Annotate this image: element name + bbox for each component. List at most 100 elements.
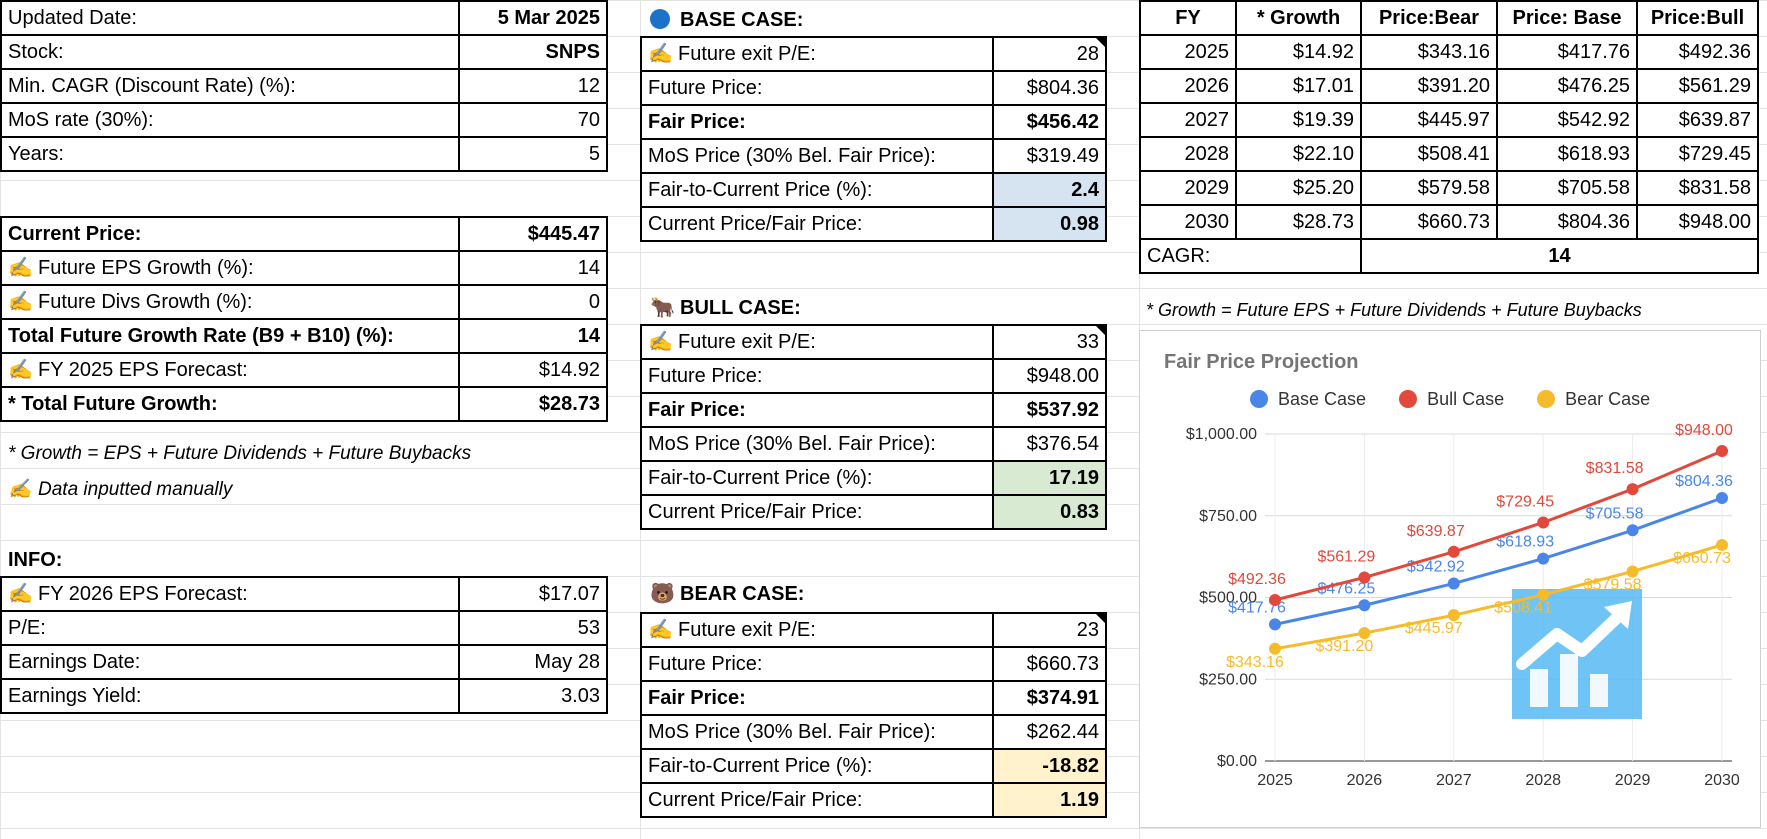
label-cell[interactable]: Current Price/Fair Price: <box>640 206 994 242</box>
label-cell[interactable]: Current Price/Fair Price: <box>640 494 994 530</box>
exit-pe-cell[interactable]: 23 <box>992 612 1107 648</box>
column-header[interactable]: FY <box>1139 0 1237 36</box>
bull-price-cell[interactable]: $561.29 <box>1636 68 1759 104</box>
base-price-cell[interactable]: $476.25 <box>1496 68 1638 104</box>
label-cell[interactable]: ✍ FY 2025 EPS Forecast: <box>0 352 460 388</box>
growth-cell[interactable]: $22.10 <box>1235 136 1362 172</box>
value-cell[interactable]: $456.42 <box>992 104 1107 140</box>
growth-cell[interactable]: $25.20 <box>1235 170 1362 206</box>
label-cell[interactable]: P/E: <box>0 610 460 646</box>
label-cell[interactable]: Fair-to-Current Price (%): <box>640 172 994 208</box>
label-cell[interactable]: MoS Price (30% Bel. Fair Price): <box>640 426 994 462</box>
value-cell[interactable]: 2.4 <box>992 172 1107 208</box>
label-cell[interactable]: Updated Date: <box>0 0 460 36</box>
year-cell[interactable]: 2025 <box>1139 34 1237 70</box>
year-cell[interactable]: 2026 <box>1139 68 1237 104</box>
year-cell[interactable]: 2027 <box>1139 102 1237 138</box>
label-cell[interactable]: * Total Future Growth: <box>0 386 460 422</box>
bull-price-cell[interactable]: $492.36 <box>1636 34 1759 70</box>
column-header[interactable]: * Growth <box>1235 0 1362 36</box>
base-price-cell[interactable]: $618.93 <box>1496 136 1638 172</box>
legend-item-bear[interactable]: Bear Case <box>1537 389 1650 409</box>
bear-price-cell[interactable]: $391.20 <box>1360 68 1498 104</box>
column-header[interactable]: Price:Bull <box>1636 0 1759 36</box>
growth-cell[interactable]: $17.01 <box>1235 68 1362 104</box>
growth-cell[interactable]: $28.73 <box>1235 204 1362 240</box>
base-price-cell[interactable]: $417.76 <box>1496 34 1638 70</box>
base-price-cell[interactable]: $804.36 <box>1496 204 1638 240</box>
year-cell[interactable]: 2029 <box>1139 170 1237 206</box>
bull-price-cell[interactable]: $729.45 <box>1636 136 1759 172</box>
value-cell[interactable]: $374.91 <box>992 680 1107 716</box>
label-cell[interactable]: Earnings Yield: <box>0 678 460 714</box>
growth-cell[interactable]: $19.39 <box>1235 102 1362 138</box>
label-cell[interactable]: Future Price: <box>640 70 994 106</box>
exit-pe-cell[interactable]: 33 <box>992 324 1107 360</box>
label-cell[interactable]: Fair-to-Current Price (%): <box>640 748 994 784</box>
value-cell[interactable]: $28.73 <box>458 386 608 422</box>
value-cell[interactable]: May 28 <box>458 644 608 680</box>
bear-price-cell[interactable]: $660.73 <box>1360 204 1498 240</box>
label-cell[interactable]: Future Price: <box>640 646 994 682</box>
value-cell[interactable]: $376.54 <box>992 426 1107 462</box>
value-cell[interactable]: 0.83 <box>992 494 1107 530</box>
year-cell[interactable]: 2028 <box>1139 136 1237 172</box>
legend-item-bull[interactable]: Bull Case <box>1399 389 1504 409</box>
label-cell[interactable]: Years: <box>0 136 460 172</box>
column-header[interactable]: Price: Base <box>1496 0 1638 36</box>
value-cell[interactable]: $262.44 <box>992 714 1107 750</box>
bull-price-cell[interactable]: $639.87 <box>1636 102 1759 138</box>
value-cell[interactable]: $804.36 <box>992 70 1107 106</box>
value-cell[interactable]: 1.19 <box>992 782 1107 818</box>
label-cell[interactable]: Current Price/Fair Price: <box>640 782 994 818</box>
base-price-cell[interactable]: $542.92 <box>1496 102 1638 138</box>
stock-cell[interactable]: SNPS <box>458 34 608 70</box>
value-cell[interactable]: $319.49 <box>992 138 1107 174</box>
label-cell[interactable]: MoS Price (30% Bel. Fair Price): <box>640 714 994 750</box>
label-cell[interactable]: Fair Price: <box>640 104 994 140</box>
growth-cell[interactable]: $14.92 <box>1235 34 1362 70</box>
value-cell[interactable]: 0 <box>458 284 608 320</box>
cagr-label[interactable]: CAGR: <box>1139 238 1362 274</box>
bull-price-cell[interactable]: $831.58 <box>1636 170 1759 206</box>
label-cell[interactable]: Fair Price: <box>640 680 994 716</box>
label-cell[interactable]: MoS rate (30%): <box>0 102 460 138</box>
exit-pe-cell[interactable]: 28 <box>992 36 1107 72</box>
year-cell[interactable]: 2030 <box>1139 204 1237 240</box>
label-cell[interactable]: ✍ Future exit P/E: <box>640 36 994 72</box>
value-cell[interactable]: $537.92 <box>992 392 1107 428</box>
label-cell[interactable]: MoS Price (30% Bel. Fair Price): <box>640 138 994 174</box>
label-cell[interactable]: Min. CAGR (Discount Rate) (%): <box>0 68 460 104</box>
value-cell[interactable]: 0.98 <box>992 206 1107 242</box>
value-cell[interactable]: 70 <box>458 102 608 138</box>
label-cell[interactable]: ✍ FY 2026 EPS Forecast: <box>0 576 460 612</box>
column-header[interactable]: Price:Bear <box>1360 0 1498 36</box>
label-cell[interactable]: Earnings Date: <box>0 644 460 680</box>
label-cell[interactable]: Future Price: <box>640 358 994 394</box>
updated-date-cell[interactable]: 5 Mar 2025 <box>458 0 608 36</box>
label-cell[interactable]: ✍ Future Divs Growth (%): <box>0 284 460 320</box>
label-cell[interactable]: ✍ Future exit P/E: <box>640 612 994 648</box>
fair-price-chart[interactable]: Fair Price Projection Base Case Bull Cas… <box>1139 330 1761 828</box>
value-cell[interactable]: 17.19 <box>992 460 1107 496</box>
bear-price-cell[interactable]: $508.41 <box>1360 136 1498 172</box>
label-cell[interactable]: Fair-to-Current Price (%): <box>640 460 994 496</box>
value-cell[interactable]: 3.03 <box>458 678 608 714</box>
value-cell[interactable]: $14.92 <box>458 352 608 388</box>
value-cell[interactable]: $17.07 <box>458 576 608 612</box>
bull-price-cell[interactable]: $948.00 <box>1636 204 1759 240</box>
label-cell[interactable]: Total Future Growth Rate (B9 + B10) (%): <box>0 318 460 354</box>
value-cell[interactable]: 14 <box>458 250 608 286</box>
legend-item-base[interactable]: Base Case <box>1250 389 1366 409</box>
value-cell[interactable]: -18.82 <box>992 748 1107 784</box>
value-cell[interactable]: 5 <box>458 136 608 172</box>
label-cell[interactable]: ✍ Future exit P/E: <box>640 324 994 360</box>
value-cell[interactable]: $948.00 <box>992 358 1107 394</box>
value-cell[interactable]: 53 <box>458 610 608 646</box>
value-cell[interactable]: 12 <box>458 68 608 104</box>
label-cell[interactable]: Stock: <box>0 34 460 70</box>
value-cell[interactable]: 14 <box>458 318 608 354</box>
label-cell[interactable]: ✍ Future EPS Growth (%): <box>0 250 460 286</box>
base-price-cell[interactable]: $705.58 <box>1496 170 1638 206</box>
label-cell[interactable]: Fair Price: <box>640 392 994 428</box>
